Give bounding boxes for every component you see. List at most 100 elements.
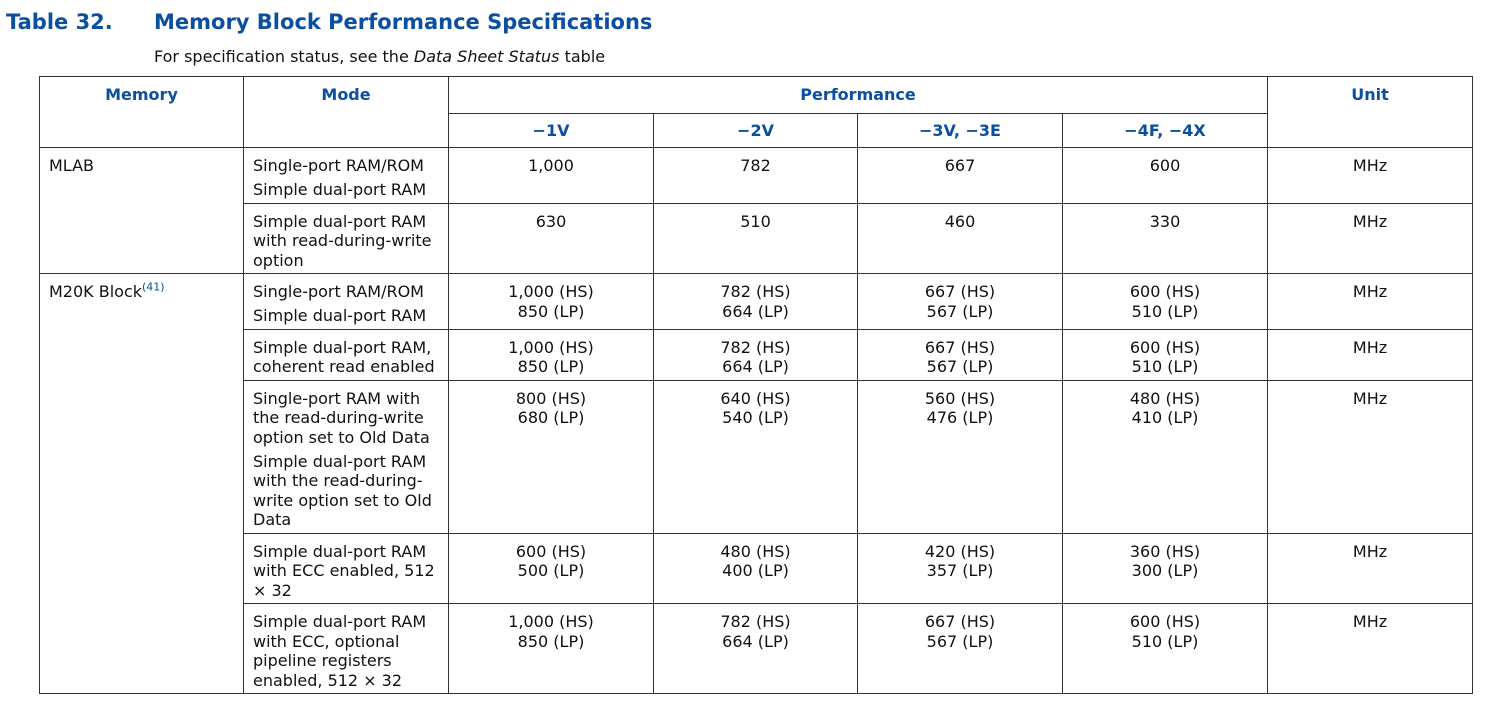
frequency-value: 357 (LP) xyxy=(926,561,994,580)
mode-cell: Simple dual-port RAM with ECC enabled, 51… xyxy=(243,532,449,604)
frequency-value: 567 (LP) xyxy=(926,301,994,321)
speed-grade-header: −4F, −4X xyxy=(1061,112,1269,148)
footnote-ref: (41) xyxy=(142,280,165,294)
mode-cell: Simple dual-port RAM with read-during-wri… xyxy=(243,202,449,274)
frequency-value: 680 (LP) xyxy=(517,408,585,427)
frequency-value: 360 (HS) xyxy=(1129,541,1201,561)
frequency-value: 1,000 xyxy=(528,156,574,175)
mode-text: with read-during-write xyxy=(253,231,432,250)
performance-value: 460 xyxy=(857,202,1063,274)
mode-cell: Single-port RAM with the read-during-writ… xyxy=(243,379,449,534)
table-row: Single-port RAM with the read-during-writ… xyxy=(40,379,1474,534)
frequency-value: 510 (LP) xyxy=(1131,357,1199,376)
frequency-value: 510 (LP) xyxy=(1131,631,1199,651)
table-row: Simple dual-port RAM with ECC enabled, 51… xyxy=(40,532,1474,604)
mode-cell: Single-port RAM/ROM Simple dual-port RAM xyxy=(243,147,449,204)
status-note-prefix: For specification status, see the xyxy=(154,47,414,66)
performance-value: 630 xyxy=(448,202,654,274)
unit-cell: MHz xyxy=(1267,603,1474,694)
mode-text: × 32 xyxy=(253,580,292,600)
performance-value: 782 (HS) 664 (LP) xyxy=(653,273,858,330)
mode-cell: Simple dual-port RAM, coherent read enabl… xyxy=(243,328,449,381)
frequency-value: 800 (HS) xyxy=(515,388,587,408)
mode-text: Single-port RAM with xyxy=(253,388,421,408)
performance-value: 600 xyxy=(1061,147,1269,204)
frequency-value: 300 (LP) xyxy=(1131,561,1199,580)
frequency-value: 400 (LP) xyxy=(722,561,789,580)
column-header-unit: Unit xyxy=(1267,76,1474,148)
mode-text: with ECC, optional xyxy=(253,631,400,651)
performance-value: 1,000 (HS) 850 (LP) xyxy=(448,328,654,381)
frequency-value: 567 (LP) xyxy=(926,631,994,651)
memory-type: MLAB xyxy=(49,156,95,175)
performance-value: 600 (HS) 500 (LP) xyxy=(448,532,654,604)
frequency-value: 664 (LP) xyxy=(722,631,789,651)
frequency-value: 1,000 (HS) xyxy=(508,337,594,357)
mode-text: option set to Old Data xyxy=(253,427,430,447)
mode-text: Simple dual-port RAM xyxy=(253,451,427,471)
performance-value: 667 xyxy=(857,147,1063,204)
table-title: Memory Block Performance Specifications xyxy=(154,10,653,34)
unit-cell: MHz xyxy=(1267,202,1474,274)
performance-value: 667 (HS) 567 (LP) xyxy=(857,273,1063,330)
unit-cell: MHz xyxy=(1267,379,1474,534)
frequency-value: 850 (LP) xyxy=(517,301,585,321)
performance-value: 360 (HS) 300 (LP) xyxy=(1061,532,1269,604)
performance-value: 1,000 xyxy=(448,147,654,204)
mode-text: Simple dual-port RAM xyxy=(253,306,427,325)
unit-cell: MHz xyxy=(1267,328,1474,381)
frequency-value: 667 (HS) xyxy=(924,612,996,631)
performance-value: 782 (HS) 664 (LP) xyxy=(653,328,858,381)
performance-value: 480 (HS) 410 (LP) xyxy=(1061,379,1269,534)
performance-value: 600 (HS) 510 (LP) xyxy=(1061,603,1269,694)
frequency-value: 540 (LP) xyxy=(722,408,789,427)
mode-text: Simple dual-port RAM, xyxy=(253,337,432,357)
frequency-value: 410 (LP) xyxy=(1131,408,1199,427)
mode-text: pipeline registers xyxy=(253,651,392,670)
frequency-value: 664 (LP) xyxy=(722,301,789,321)
frequency-value: 600 (HS) xyxy=(1129,282,1201,301)
mode-cell: Single-port RAM/ROM Simple dual-port RAM xyxy=(243,273,449,330)
frequency-value: 480 (HS) xyxy=(1129,388,1201,408)
mode-text: write option set to Old xyxy=(253,490,432,510)
performance-value: 560 (HS) 476 (LP) xyxy=(857,379,1063,534)
performance-value: 510 xyxy=(653,202,858,274)
performance-value: 640 (HS) 540 (LP) xyxy=(653,379,858,534)
frequency-value: 476 (LP) xyxy=(926,408,994,427)
performance-value: 667 (HS) 567 (LP) xyxy=(857,603,1063,694)
column-header-performance: Performance xyxy=(447,76,1269,114)
frequency-value: 510 (LP) xyxy=(1131,301,1199,321)
table-caption: Table 32. Memory Block Performance Specif… xyxy=(6,10,652,34)
mode-text: Simple dual-port RAM xyxy=(253,612,427,631)
mode-text: enabled, 512 × 32 xyxy=(253,670,403,690)
frequency-value: 600 (HS) xyxy=(1129,337,1201,357)
mode-text: with the read-during- xyxy=(253,471,423,490)
frequency-value: 600 xyxy=(1149,156,1181,175)
speed-grade-header: −1V xyxy=(448,112,654,148)
frequency-value: 630 xyxy=(535,211,567,231)
table-row: Simple dual-port RAM with ECC, optional pi… xyxy=(40,603,1474,694)
frequency-value: 500 (LP) xyxy=(517,561,585,580)
mode-text: Data xyxy=(253,510,292,529)
performance-value: 1,000 (HS) 850 (LP) xyxy=(448,273,654,330)
header-row: Memory Mode Performance Unit xyxy=(39,76,1474,148)
table-row: Simple dual-port RAM with read-during-wri… xyxy=(40,202,1474,274)
frequency-value: 567 (LP) xyxy=(926,357,994,376)
frequency-value: 782 (HS) xyxy=(720,282,791,301)
performance-value: 480 (HS) 400 (LP) xyxy=(653,532,858,604)
performance-value: 800 (HS) 680 (LP) xyxy=(448,379,654,534)
mode-text: option xyxy=(253,250,304,270)
performance-value: 600 (HS) 510 (LP) xyxy=(1061,328,1269,381)
frequency-value: 850 (LP) xyxy=(517,631,585,651)
memory-type: M20K Block xyxy=(49,282,143,301)
status-note-suffix: table xyxy=(559,47,606,66)
data-sheet-status-link[interactable]: Data Sheet Status xyxy=(413,47,560,66)
frequency-value: 600 (HS) xyxy=(1129,612,1201,631)
mode-text: coherent read enabled xyxy=(253,357,435,376)
performance-value: 667 (HS) 567 (LP) xyxy=(857,328,1063,381)
memory-cell: M20K Block(41) xyxy=(39,273,244,694)
unit-cell: MHz xyxy=(1267,273,1474,330)
mode-text: Single-port RAM/ROM xyxy=(253,282,424,301)
unit-cell: MHz xyxy=(1267,532,1474,604)
table-row: Simple dual-port RAM, coherent read enabl… xyxy=(40,328,1474,381)
